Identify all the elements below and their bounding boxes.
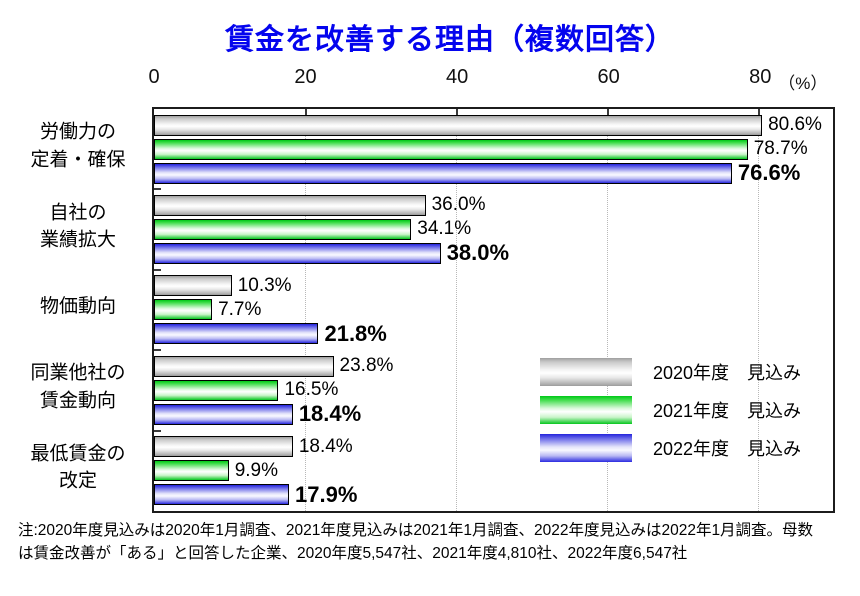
axis-tick-mark [455,109,458,115]
legend-item: 2021年度 見込み [540,396,801,424]
bar-row: 78.7% [154,137,833,161]
bar-value-label: 38.0% [446,240,510,266]
bar-row: 23.8% [154,354,833,378]
gridline [606,109,608,511]
bar-value-label: 21.8% [324,320,387,346]
bar-blue [154,403,293,425]
bar-value-label: 18.4% [298,401,362,427]
bar-gray [154,194,426,216]
plot-area: 80.6% 78.7% 76.6% 36.0% 34.1% 38.0% 10.3% 7.7% 2… [152,107,835,513]
bar-value-label: 17.9% [295,481,358,507]
bar-row: 76.6% [154,160,833,185]
bar-value-label: 18.4% [298,435,353,457]
category-label: 同業他社の 賃金動向 [30,362,126,412]
bar-value-label: 9.9% [234,459,278,481]
legend-swatch-gray [540,358,632,386]
bar-gray [154,355,334,377]
bar-gray [154,275,232,297]
axis-tick-mark [757,109,760,115]
x-tick-label: 60 [597,66,620,88]
category-label: 労働力の 定着・確保 [30,121,126,171]
bar-group: 36.0% 34.1% 38.0% [154,188,833,269]
bar-gray [154,436,293,458]
legend-swatch-blue [540,434,632,462]
legend-item: 2020年度 見込み [540,358,801,386]
bar-row: 18.4% [154,435,833,459]
bar-value-label: 80.6% [768,114,822,135]
bar-row: 21.8% [154,320,833,346]
bar-value-label: 76.6% [737,160,801,185]
bar-row: 80.6% [154,113,833,137]
category-axis: 労働力の 定着・確保 自社の 業績拡大物価動向同業他社の 賃金動向 最低賃金の 改定 [12,109,144,511]
bar-value-label: 34.1% [417,218,472,240]
x-tick-label: 80 [749,66,772,88]
bar-groups: 80.6% 78.7% 76.6% 36.0% 34.1% 38.0% 10.3% 7.7% 2… [154,109,833,511]
x-axis: 0 20 40 60 80 （%） [148,66,836,93]
bar-row: 38.0% [154,240,833,266]
x-tick-label: 20 [294,66,317,88]
bar-group: 80.6% 78.7% 76.6% [154,109,833,189]
bar-group: 18.4% 9.9% 17.9% [154,429,833,511]
category-label: 物価動向 [39,296,116,318]
bar-gray [154,114,763,136]
x-axis-unit-label: （%） [778,74,828,93]
x-tick-label: 40 [445,66,469,88]
legend-label: 2020年度 見込み [653,363,802,383]
legend-swatch-green [540,396,632,424]
bar-green [154,299,213,321]
bar-blue [154,323,319,345]
bar-value-label: 7.7% [218,298,262,320]
category-label: 自社の 業績拡大 [39,202,116,251]
legend: 2020年度 見込み 2021年度 見込み 2022年度 見込み [540,358,801,472]
legend-item: 2022年度 見込み [540,434,801,462]
bar-row: 34.1% [154,217,833,241]
legend-label: 2022年度 見込み [653,439,802,459]
bar-group: 23.8% 16.5% 18.4% [154,349,833,430]
bar-group: 10.3% 7.7% 21.8% [154,268,833,350]
bar-row: 18.4% [154,401,833,427]
gridline [757,109,759,511]
bar-row: 10.3% [154,274,833,298]
bar-green [154,218,412,240]
axis-tick-mark [304,109,307,115]
axis-tick-mark [606,109,609,115]
bar-value-label: 36.0% [431,194,486,216]
footnote: 注:2020年度見込みは2020年1月調査、2021年度見込みは2021年1月調… [18,522,814,563]
bar-row: 17.9% [154,481,833,507]
bar-green [154,460,229,482]
bar-blue [154,484,290,506]
x-tick-label: 0 [148,66,160,88]
bar-value-label: 16.5% [284,379,339,401]
gridline [455,109,457,511]
bar-value-label: 78.7% [753,138,808,159]
bar-blue [154,242,441,264]
bar-row: 16.5% [154,378,833,402]
bar-row: 36.0% [154,193,833,217]
bar-value-label: 23.8% [339,355,394,377]
category-label: 最低賃金の 改定 [30,443,126,492]
bar-row: 7.7% [154,298,833,322]
bar-green [154,379,279,401]
bar-value-label: 10.3% [237,274,292,296]
gridline [304,109,306,511]
bar-row: 9.9% [154,459,833,483]
bar-blue [154,162,732,184]
bar-green [154,138,748,160]
chart-title: 賃金を改善する理由（複数回答） [224,24,675,56]
legend-label: 2021年度 見込み [653,401,802,421]
